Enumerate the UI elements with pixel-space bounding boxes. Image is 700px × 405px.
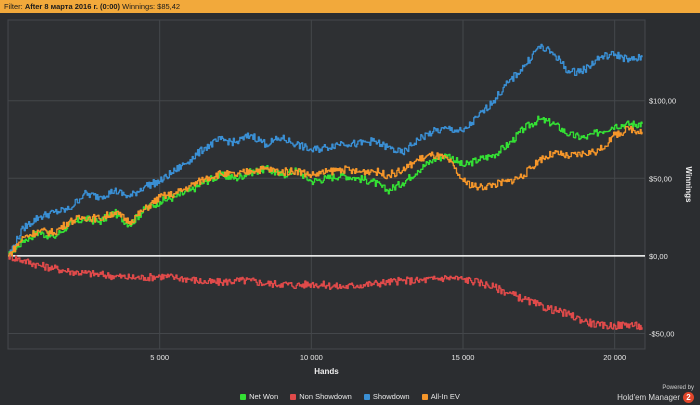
y-tick-label: $100,00 [649, 97, 676, 106]
x-axis-title: Hands [314, 367, 339, 376]
y-tick-label: $50,00 [649, 174, 672, 183]
filter-label: Filter: [4, 2, 23, 11]
legend-item-all-in-ev: All-In EV [421, 391, 460, 403]
winnings-chart: 5 000 10 000 15 000 20 000 -$50,00 $0,00 $50,0… [7, 19, 693, 376]
x-tick-label: 10 000 [300, 353, 323, 362]
legend-label-all-in-ev: All-In EV [430, 392, 460, 401]
y-axis-title: Winnings [684, 167, 693, 203]
legend-label-showdown: Showdown [372, 392, 410, 401]
y-tick-label: $0,00 [649, 252, 668, 261]
powered-by-label: Powered by [662, 385, 694, 391]
series-line-net-won [8, 115, 643, 257]
legend-swatch-net-won [240, 394, 247, 400]
filter-bar: Filter: After 8 марта 2016 г. (0:00) Win… [0, 0, 700, 13]
winnings-value: $85,42 [157, 2, 181, 11]
brand: Hold'em Manager 2 [617, 392, 694, 403]
brand-name: Hold'em Manager [617, 392, 680, 402]
plot-area [7, 19, 646, 350]
legend-label-net-won: Net Won [249, 392, 279, 401]
series-line-all-in-ev [8, 125, 643, 257]
legend-item-showdown: Showdown [363, 391, 410, 403]
winnings-label: Winnings: [122, 2, 156, 11]
x-tick-label: 5 000 [150, 353, 169, 362]
series-line-non-showdown [8, 253, 643, 331]
y-tick-label: -$50,00 [649, 329, 674, 338]
legend-item-non-showdown: Non Showdown [290, 391, 352, 403]
powered-by: Powered by Hold'em Manager 2 [617, 384, 694, 403]
x-tick-label: 20 000 [603, 353, 626, 362]
filter-value: After 8 марта 2016 г. (0:00) [24, 2, 121, 11]
legend-swatch-non-showdown [290, 394, 297, 400]
legend-item-net-won: Net Won [240, 391, 278, 403]
hem-logo-icon: 2 [683, 392, 694, 403]
chart-legend: Net Won Non Showdown Showdown All-In EV [0, 391, 700, 403]
legend-swatch-showdown [363, 394, 370, 400]
legend-label-non-showdown: Non Showdown [299, 392, 352, 401]
series-line-showdown [8, 43, 643, 257]
legend-swatch-all-in-ev [421, 394, 428, 400]
x-tick-label: 15 000 [452, 353, 475, 362]
